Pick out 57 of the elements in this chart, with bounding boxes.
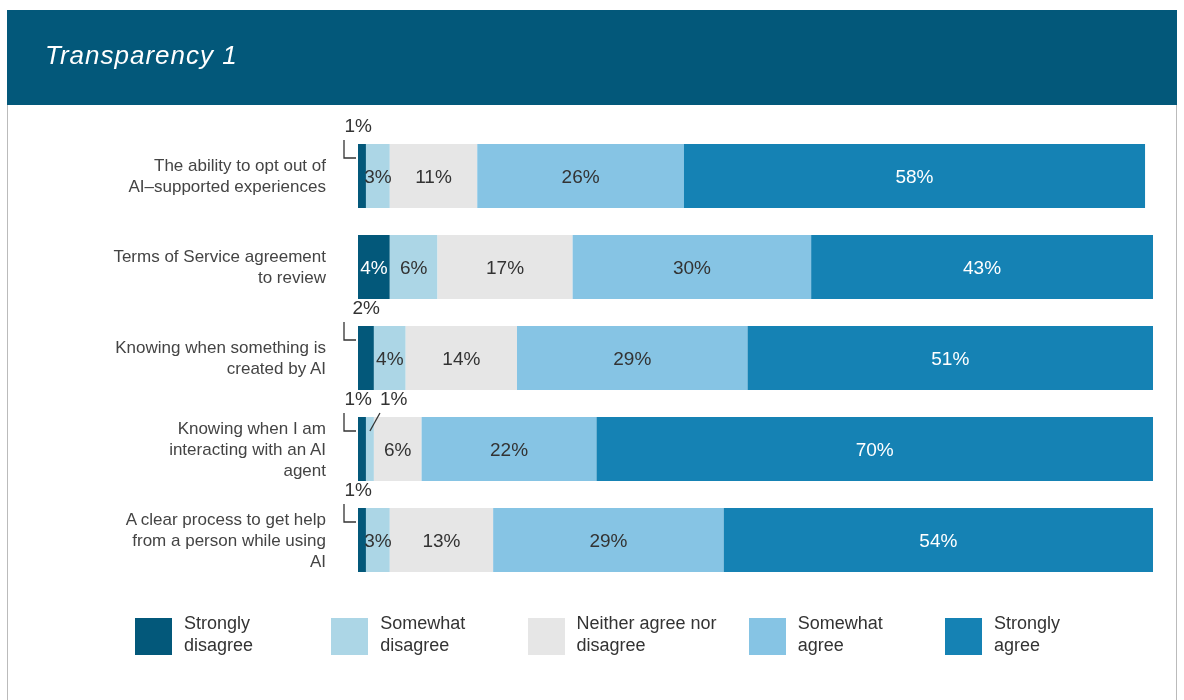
bar xyxy=(365,417,374,481)
bar xyxy=(493,508,724,572)
bar xyxy=(405,326,517,390)
legend-label: Somewhat agree xyxy=(797,612,884,656)
bar xyxy=(683,144,1146,208)
bar xyxy=(389,144,478,208)
y-tick-label: Knowing when I am interacting with an AI agent xyxy=(169,418,327,479)
bar xyxy=(421,417,597,481)
data-label: 58% xyxy=(895,165,934,187)
bar xyxy=(596,417,1153,481)
bar xyxy=(358,235,390,299)
legend-label: Neither agree nor disagree xyxy=(576,612,718,656)
data-label: 4% xyxy=(376,347,404,369)
bar xyxy=(373,326,406,390)
bar xyxy=(747,326,1153,390)
legend-label: Strongly agree xyxy=(994,612,1062,656)
y-tick-label: Terms of Service agreement to review xyxy=(113,246,327,287)
y-tick-label: Knowing when something is created by AI xyxy=(115,337,326,378)
bar xyxy=(389,508,494,572)
data-label: 6% xyxy=(399,256,428,278)
bar xyxy=(517,326,748,390)
data-label: 13% xyxy=(422,529,461,551)
bar xyxy=(358,417,366,481)
data-label: 1% xyxy=(344,115,373,136)
bar xyxy=(358,508,366,572)
bar xyxy=(572,235,812,299)
data-label: 6% xyxy=(384,438,412,460)
data-label: 30% xyxy=(672,256,712,278)
data-label: 1% xyxy=(379,388,408,409)
data-label: 22% xyxy=(490,438,529,460)
bar xyxy=(373,417,422,481)
data-label: 43% xyxy=(963,256,1002,278)
data-label: 17% xyxy=(486,256,525,278)
bar xyxy=(437,235,573,299)
data-label: 26% xyxy=(561,165,600,187)
text: Transparency 1 xyxy=(45,40,238,71)
bar xyxy=(723,508,1153,572)
y-tick-label: The ability to opt out of AI–supported experiences xyxy=(128,155,327,196)
data-label: 14% xyxy=(442,347,481,369)
bar xyxy=(477,144,684,208)
data-label: 1% xyxy=(344,479,373,500)
bar xyxy=(358,144,366,208)
bar xyxy=(358,326,374,390)
data-label: 54% xyxy=(919,529,958,551)
data-label: 11% xyxy=(415,165,452,187)
data-label: 2% xyxy=(352,297,380,318)
bar xyxy=(811,235,1153,299)
data-label: 29% xyxy=(613,347,652,369)
legend-label: Somewhat disagree xyxy=(380,612,467,656)
data-label: 1% xyxy=(344,388,373,409)
bar xyxy=(389,235,438,299)
data-label: 29% xyxy=(589,529,628,551)
data-label: 51% xyxy=(931,347,970,369)
data-label: 70% xyxy=(855,438,894,460)
data-label: 4% xyxy=(360,256,388,278)
legend-label: Strongly disagree xyxy=(184,612,255,656)
y-tick-label: A clear process to get help from a person while using AI xyxy=(125,509,326,570)
